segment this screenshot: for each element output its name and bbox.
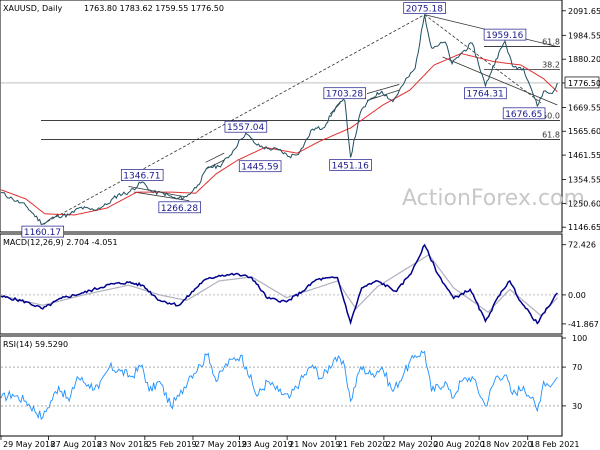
price-ohlc: 1763.80 1783.62 1759.55 1776.50 (84, 4, 224, 13)
macd-signal-line (0, 253, 558, 317)
y-tick-label: 0.00 (568, 291, 586, 300)
y-tick-label: 1669.55 (568, 103, 600, 112)
x-tick-label: 23 Aug 2019 (242, 440, 293, 449)
x-tick-label: 29 May 2018 (3, 440, 55, 449)
annotation-label: 1445.59 (241, 163, 278, 173)
rsi-panel-frame (0, 335, 563, 437)
annotation-box (21, 225, 65, 238)
watermark: ActionForex.com (402, 186, 585, 211)
annotation-label: 1160.17 (24, 228, 61, 238)
annotation-box (483, 28, 527, 41)
x-tick-label: 18 Feb 2021 (530, 440, 580, 449)
y-tick-label: 1880.20 (568, 55, 600, 64)
y-tick-label: 1776.50 (568, 79, 600, 88)
x-tick-label: 23 Nov 2018 (97, 440, 148, 449)
trend-dashed-line (42, 14, 425, 225)
price-panel-frame (0, 0, 563, 233)
annotation-label: 1451.16 (332, 161, 369, 171)
annotation-label: 1557.04 (227, 123, 264, 133)
y-tick-label: 1565.60 (568, 127, 600, 136)
last-price-box (564, 76, 600, 89)
y-tick-label: 72.426 (568, 241, 596, 250)
x-tick-label: 22 May 2020 (386, 440, 438, 449)
x-tick-label: 21 Nov 2019 (289, 440, 340, 449)
x-tick-label: 21 Feb 2020 (338, 440, 388, 449)
macd-panel-frame (0, 233, 563, 335)
annotation-label: 1346.71 (123, 171, 160, 181)
y-tick-label: 30 (572, 402, 582, 411)
fib-label: 61.8 (542, 38, 560, 47)
rsi-plot (0, 350, 560, 421)
annotation-box (403, 2, 446, 14)
annotation-box (323, 87, 367, 100)
annotation-label: 1764.31 (467, 90, 504, 100)
y-tick-label: 1250.60 (568, 199, 600, 208)
y-tick-label: 1146.65 (568, 223, 600, 232)
annotation-box (238, 160, 282, 173)
fib-label: 61.8 (542, 131, 560, 140)
flag-lower-line (134, 191, 190, 202)
x-tick-label: 18 Nov 2020 (481, 440, 532, 449)
price-plot: 61.8 38.2 50.0 61.8 2075.18 1959.16 1764.31167… (0, 2, 560, 238)
flag-upper-line (128, 185, 185, 198)
x-tick-label: 20 Aug 2020 (433, 440, 484, 449)
annotation-box (224, 120, 268, 133)
price-title: XAUUSD, Daily (3, 4, 62, 13)
annotation-box (464, 87, 507, 100)
y-tick-label: 1354.55 (568, 176, 600, 185)
fib-label: 50.0 (542, 112, 560, 121)
flag-line (366, 84, 400, 94)
x-tick-label: 25 Feb 2019 (147, 440, 197, 449)
annotation-box (329, 159, 372, 171)
flag-line (366, 89, 400, 101)
annotation-label: 2075.18 (406, 5, 443, 15)
price-line (0, 14, 558, 225)
annotation-label: 1703.28 (326, 90, 363, 100)
annotation-label: 1266.28 (161, 204, 198, 214)
y-tick-label: 1461.55 (568, 151, 600, 160)
x-tick-label: 27 May 2019 (195, 440, 247, 449)
macd-line (0, 243, 558, 326)
flag-line (205, 152, 225, 163)
rsi-line (0, 350, 558, 421)
y-tick-label: 70 (572, 363, 582, 372)
annotation-box (502, 107, 546, 120)
annotation-box (120, 169, 164, 181)
macd-plot (0, 243, 560, 326)
axes: 2091.65 1984.55 1880.20 1776.50 1669.55 1565.… (0, 7, 600, 449)
macd-title: MACD(12,26,9) 2.704 -4.051 (3, 238, 118, 247)
fib-label: 38.2 (542, 61, 560, 70)
y-tick-label: -41.867 (568, 320, 599, 329)
rsi-title: RSI(14) 59.5290 (3, 340, 68, 349)
annotation-label: 1676.65 (505, 110, 542, 120)
annotation-label: 1959.16 (486, 31, 523, 41)
x-tick-label: 27 Aug 2018 (51, 440, 102, 449)
y-tick-label: 2091.65 (568, 7, 600, 16)
y-tick-label: 100 (572, 334, 587, 343)
annotation-box (158, 201, 202, 214)
channel-lower-line (442, 56, 558, 106)
y-tick-label: 1984.55 (568, 31, 600, 40)
